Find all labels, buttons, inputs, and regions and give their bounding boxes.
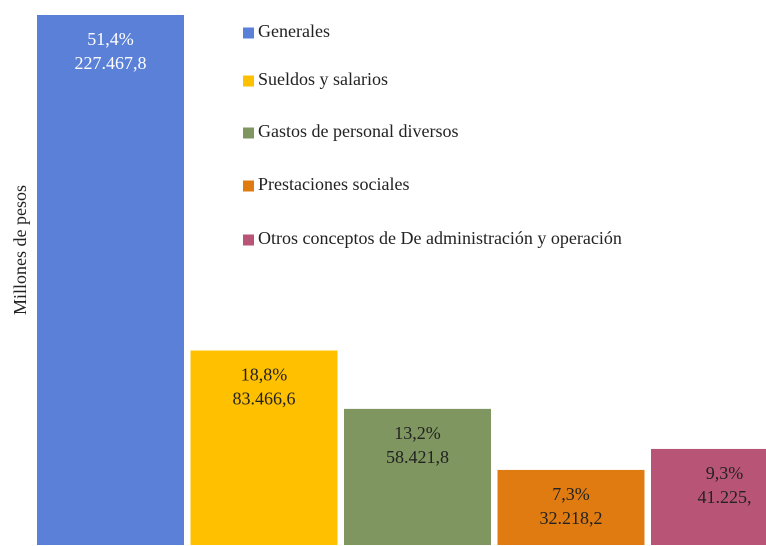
value-label: 58.421,8 (386, 447, 449, 467)
legend-swatch (243, 27, 254, 39)
share-label: 9,3% (706, 463, 744, 483)
y-axis-label: Millones de pesos (10, 185, 30, 315)
legend-swatch (243, 180, 254, 192)
bar (344, 408, 491, 545)
legend-swatch (243, 234, 254, 246)
value-label: 32.218,2 (540, 508, 603, 528)
bar (37, 15, 184, 545)
legend-swatch (243, 75, 254, 87)
bar (651, 448, 766, 545)
share-label: 18,8% (241, 365, 288, 385)
legend-swatch (243, 127, 254, 139)
bar (497, 469, 645, 545)
value-label: 41.225, (698, 487, 752, 507)
share-label: 51,4% (87, 29, 134, 49)
legend-label: Gastos de personal diversos (258, 121, 458, 141)
legend-label: Sueldos y salarios (258, 69, 388, 89)
value-label: 83.466,6 (233, 389, 296, 409)
value-label: 227.467,8 (75, 53, 147, 73)
legend-label: Prestaciones sociales (258, 174, 409, 194)
legend-label: Otros conceptos de De administración y o… (258, 228, 622, 248)
share-label: 7,3% (552, 484, 590, 504)
share-label: 13,2% (394, 423, 441, 443)
legend-label: Generales (258, 21, 330, 41)
bar (190, 350, 338, 545)
